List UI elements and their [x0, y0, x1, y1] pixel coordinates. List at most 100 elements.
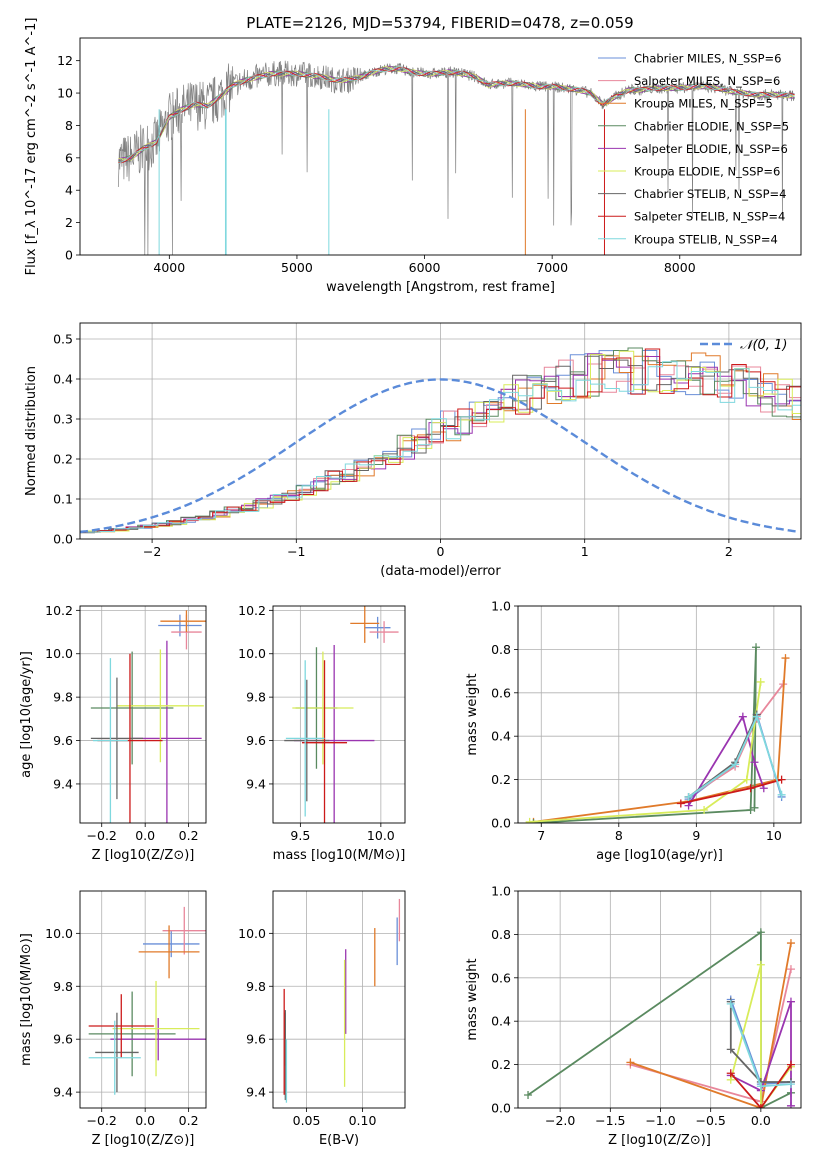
- y-tick-label: 0: [65, 248, 73, 263]
- legend-label-4: Salpeter ELODIE, N_SSP=6: [634, 142, 788, 156]
- x-tick-label: 10.0: [367, 828, 395, 843]
- weight-line-2: [630, 942, 792, 1108]
- legend-label-6: Chabrier STELIB, N_SSP=4: [634, 187, 786, 201]
- y-tick-label: 0.4: [491, 729, 511, 744]
- x-tick-label: 0.0: [751, 1113, 771, 1128]
- y-tick-label: 1.0: [491, 599, 511, 614]
- y-tick-label: 9.6: [246, 1032, 266, 1047]
- y-tick-label: 4: [65, 183, 73, 198]
- axes-frame: [79, 890, 207, 1109]
- weight-marker-3: [529, 819, 538, 823]
- x-tick-label: 1: [581, 544, 589, 559]
- panel-residuals: −2 −1 0 1 2 0.0 0.1 0.2 0.3 0.4 0.5 (data-model)/er…: [24, 322, 802, 579]
- y-tick-label: 0.2: [491, 1057, 511, 1072]
- histogram-series-0: [80, 350, 801, 533]
- x-tick-label: 0.10: [349, 1113, 377, 1128]
- y-tick-label: 9.8: [53, 979, 73, 994]
- normal-curve: [80, 378, 799, 534]
- y-tick-label: 9.6: [53, 733, 73, 748]
- legend-label-5: Kroupa ELODIE, N_SSP=6: [634, 165, 780, 179]
- y-tick-label: 0.8: [491, 927, 511, 942]
- x-axis-label: (data-model)/error: [380, 564, 501, 579]
- y-tick-label: 10.2: [45, 603, 73, 618]
- y-axis-label: Flux [f_λ 10^-17 erg cm^-2 s^-1 A^-1]: [24, 18, 39, 276]
- y-tick-label: 10.0: [238, 646, 266, 661]
- y-axis-label: mass weight: [465, 673, 480, 755]
- weight-line-4: [730, 1001, 792, 1106]
- plot-area: [524, 928, 795, 1108]
- weight-marker-7: [756, 1104, 765, 1108]
- y-tick-label: 0.3: [53, 412, 73, 427]
- x-tick-label: 9.5: [290, 828, 310, 843]
- weight-marker-3: [524, 1090, 533, 1099]
- axes-frame: [517, 605, 802, 824]
- weight-marker-5: [700, 805, 709, 814]
- y-tick-label: 0.2: [53, 452, 73, 467]
- observed-spectrum: [117, 60, 795, 255]
- y-tick-label: 1.0: [491, 884, 511, 899]
- y-tick-label: 8: [65, 118, 73, 133]
- y-tick-label: 9.6: [53, 1032, 73, 1047]
- plot-area: [88, 906, 206, 1095]
- x-axis-label: Z [log10(Z/Z⊙)]: [92, 848, 195, 863]
- axes-frame: [272, 605, 406, 824]
- weight-marker-2: [626, 1058, 635, 1067]
- model-spectrum-8: [118, 65, 795, 164]
- y-axis-label: mass [log10(M/M⊙)]: [19, 933, 34, 1066]
- y-tick-label: 0.0: [491, 816, 511, 831]
- weight-marker-8: [756, 1082, 765, 1091]
- y-tick-label: 2: [65, 215, 73, 230]
- y-tick-label: 0.6: [491, 970, 511, 985]
- panel-weight_vs_Z: −2.0 −1.5 −1.0 −0.5 0.0 0.0 0.2 0.4 0.6 0.8 1.0 Z […: [465, 884, 802, 1148]
- weight-marker-2: [781, 654, 790, 663]
- weight-marker-7: [777, 775, 786, 784]
- legend-label-2: Kroupa MILES, N_SSP=5: [634, 97, 773, 111]
- weight-marker-2: [786, 939, 795, 948]
- plot-area: [80, 347, 801, 534]
- axes-frame: [272, 890, 406, 1109]
- y-tick-label: 0.8: [491, 642, 511, 657]
- weight-marker-8: [726, 999, 735, 1008]
- x-axis-label: age [log10(age/yr)]: [596, 848, 723, 863]
- y-tick-label: 9.4: [53, 1085, 73, 1100]
- weight-line-5: [529, 681, 762, 823]
- y-tick-label: 9.4: [53, 776, 73, 791]
- x-tick-label: 5000: [281, 260, 313, 275]
- x-tick-label: 0.05: [293, 1113, 321, 1128]
- y-tick-label: 10: [57, 86, 73, 101]
- y-axis-label: age [log10(age/yr)]: [19, 651, 34, 778]
- y-tick-label: 0.5: [53, 332, 73, 347]
- weight-marker-4: [750, 758, 759, 767]
- axes-frame: [79, 605, 207, 824]
- y-tick-label: 0.4: [491, 1014, 511, 1029]
- y-tick-label: 0.0: [53, 532, 73, 547]
- weight-marker-4: [684, 801, 693, 810]
- weight-marker-6: [726, 1045, 735, 1054]
- weight-marker-4: [738, 712, 747, 721]
- histogram-series-8: [85, 361, 801, 533]
- weight-marker-8: [752, 712, 761, 721]
- weight-marker-7: [786, 1060, 795, 1069]
- panel-age_vs_mass: 9.5 10.0 9.4 9.6 9.8 10.0 10.2 mass [log10(M/M⊙…: [238, 603, 406, 863]
- weight-marker-8: [731, 760, 740, 769]
- weight-marker-8: [684, 792, 693, 801]
- weight-marker-5: [742, 775, 751, 784]
- x-tick-label: 0: [437, 544, 445, 559]
- legend-label-0: Chabrier MILES, N_SSP=6: [634, 52, 781, 66]
- x-tick-label: −1.0: [645, 1113, 675, 1128]
- y-tick-label: 0.1: [53, 492, 73, 507]
- x-tick-label: −0.5: [696, 1113, 726, 1128]
- plot-area: [284, 606, 399, 823]
- x-axis-label: E(B-V): [319, 1133, 359, 1148]
- model-spectrum-7: [118, 67, 795, 164]
- x-axis-label: Z [log10(Z/Z⊙)]: [608, 1133, 711, 1148]
- x-tick-label: 0.2: [179, 828, 199, 843]
- y-axis-label: Normed distribution: [24, 366, 39, 496]
- weight-marker-7: [726, 1069, 735, 1078]
- x-axis-label: wavelength [Angstrom, rest frame]: [326, 280, 555, 295]
- axes-frame: [79, 37, 802, 256]
- legend-label-normal: 𝒩(0, 1): [740, 338, 787, 353]
- panel-spectrum: 4000 5000 6000 7000 8000 0 2 4 6 8 10 12 wavelength …: [24, 18, 802, 295]
- weight-line-7: [730, 1064, 792, 1108]
